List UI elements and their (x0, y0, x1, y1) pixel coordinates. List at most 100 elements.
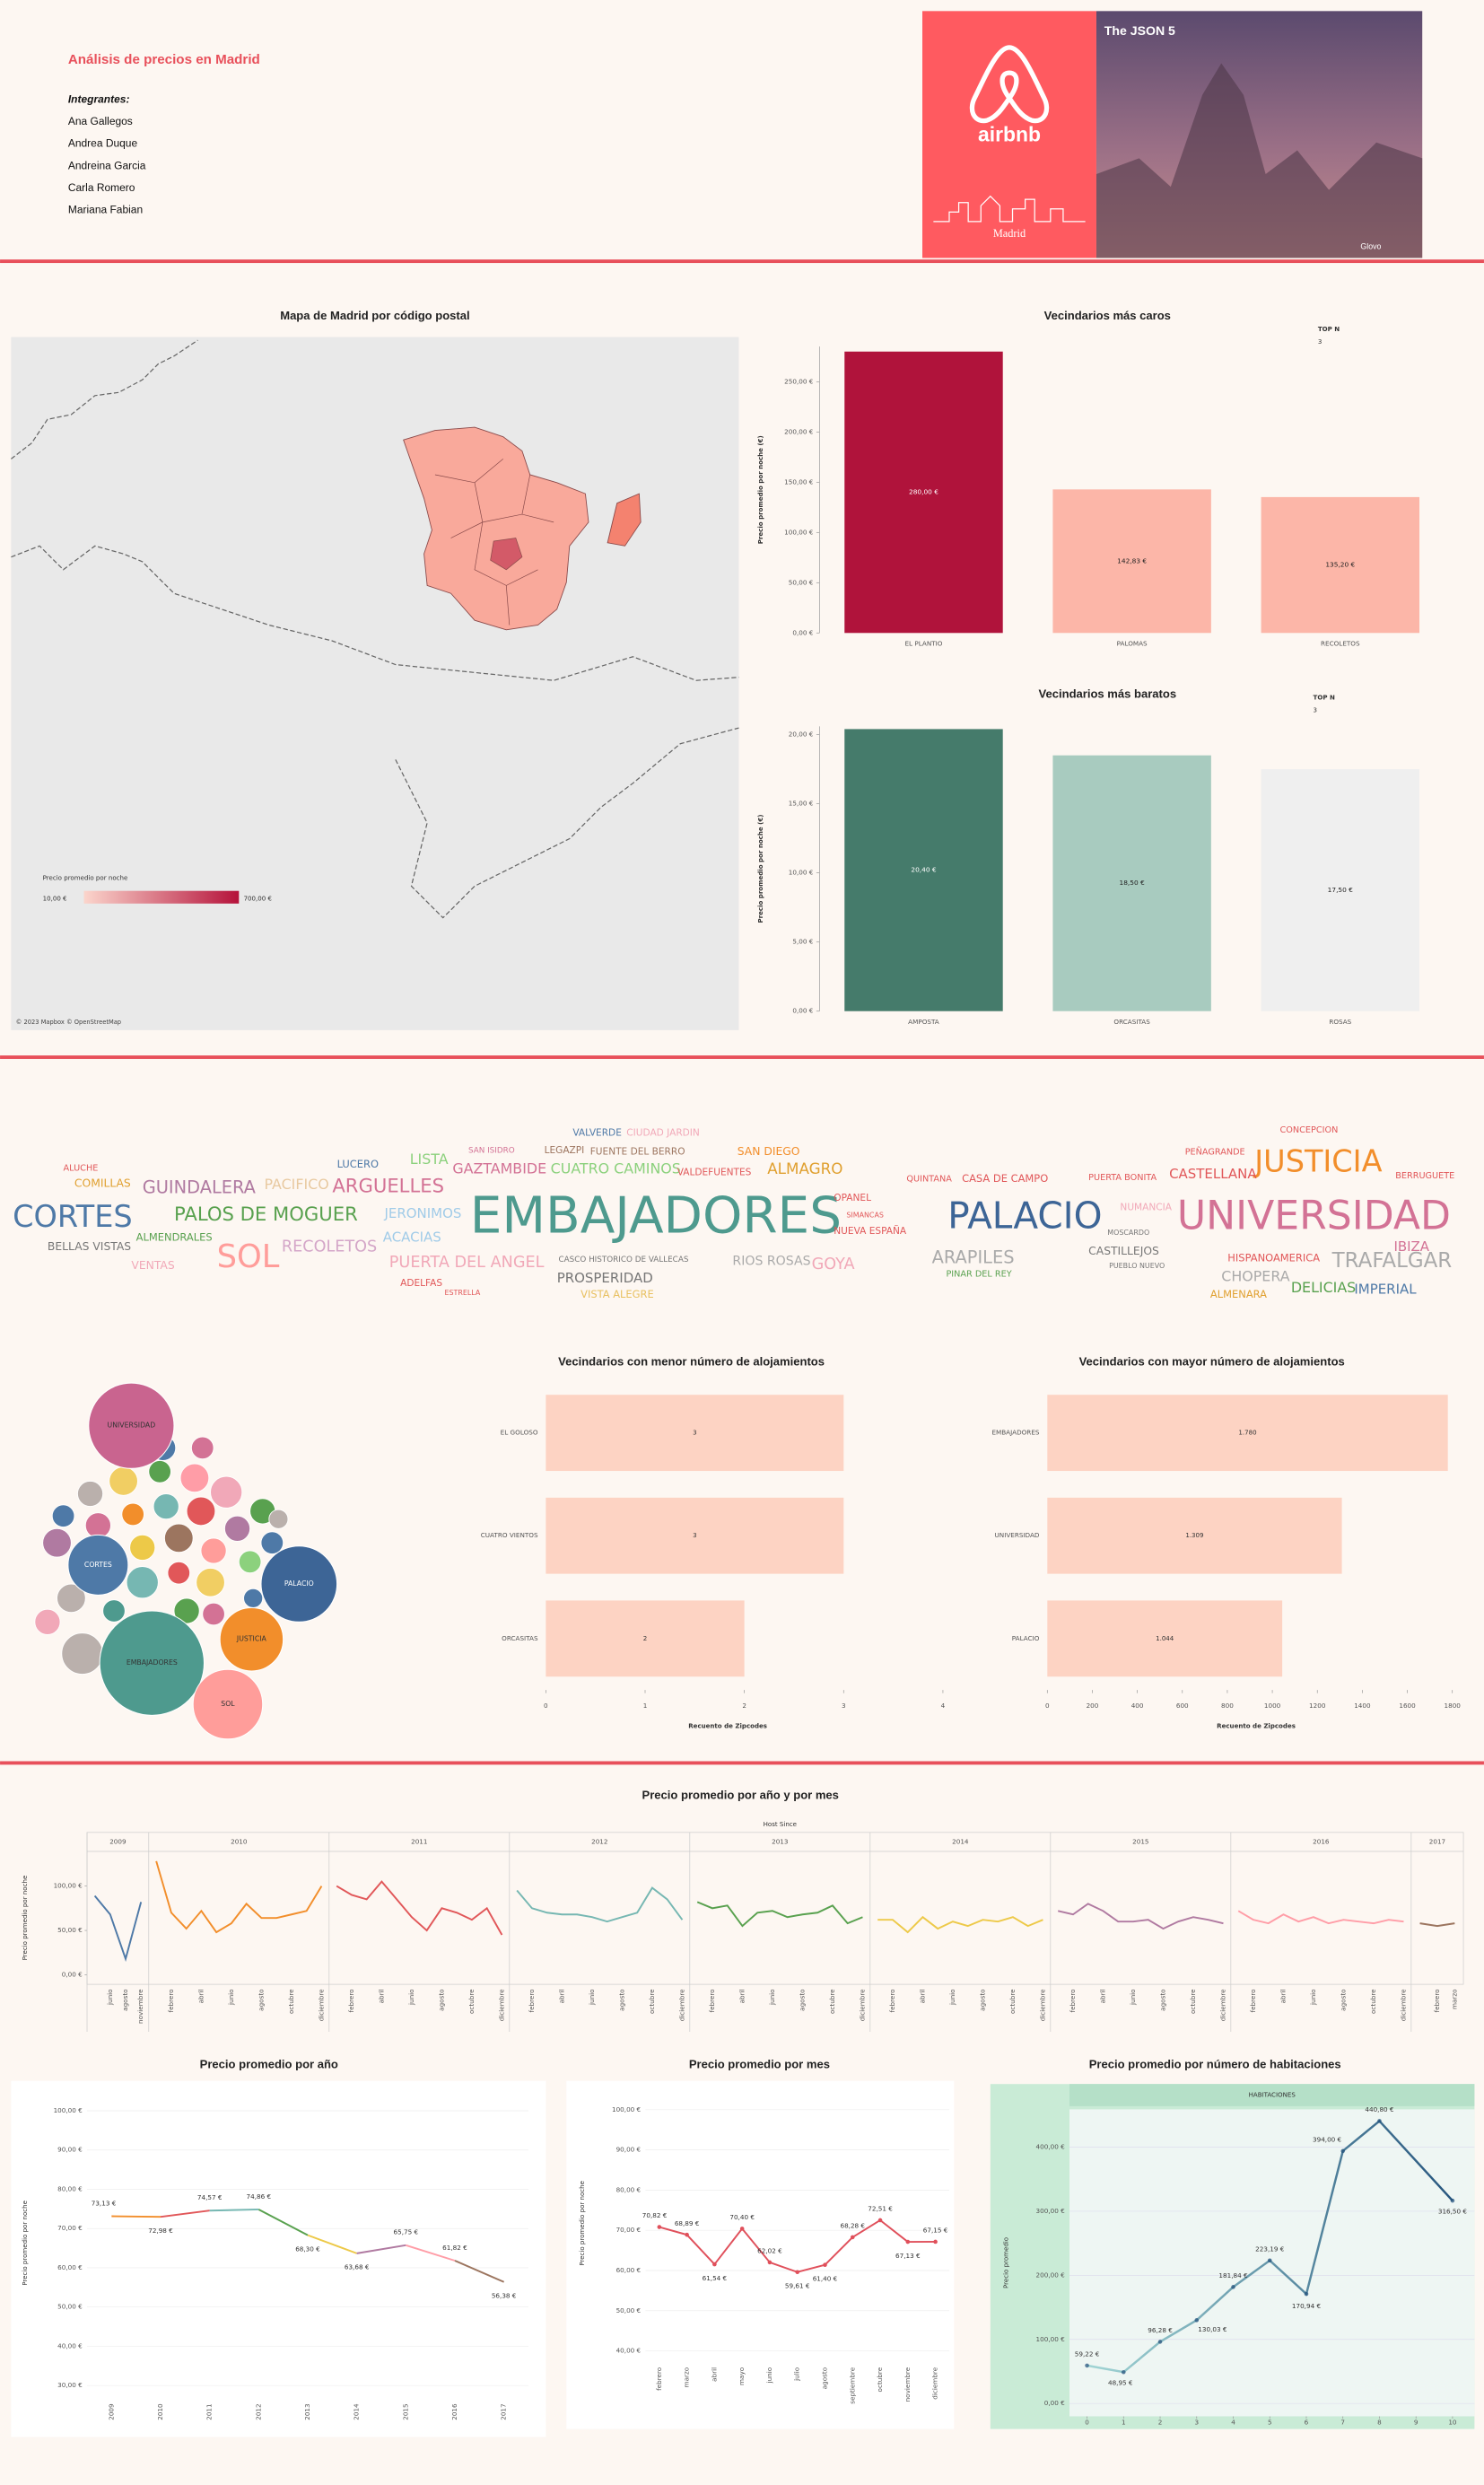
x-tick-label: abril (1279, 1989, 1287, 2003)
x-tick-label: EL PLANTIO (904, 640, 942, 648)
x-tick-label: 800 (1221, 1702, 1234, 1710)
bubble (61, 1632, 104, 1675)
line-segment (851, 2219, 881, 2238)
bubble (190, 1436, 214, 1460)
line (877, 1915, 1043, 1934)
x-tick-label: diciembre (1218, 1989, 1226, 2021)
word: PALACIO (947, 1194, 1102, 1238)
x-tick-label: abril (710, 2367, 718, 2382)
x-tick-label: 6 (1305, 2419, 1309, 2427)
panel-label: 2017 (1429, 1837, 1445, 1845)
x-tick-label: RECOLETOS (1321, 640, 1360, 648)
bubble (167, 1561, 191, 1585)
x-tick-label: febrero (528, 1989, 536, 2013)
bubble (268, 1509, 289, 1529)
bubble (51, 1504, 75, 1527)
line-segment (659, 2226, 687, 2236)
line (696, 1901, 863, 1928)
panel-header: HABITACIONES (1249, 2091, 1296, 2099)
y-tick-label: 90,00 € (616, 2146, 642, 2154)
point-label: 68,28 € (840, 2222, 865, 2230)
word: CONCEPCION (1280, 1125, 1339, 1135)
x-tick-label: diciembre (858, 1989, 866, 2021)
line-segment (356, 2244, 406, 2254)
bar (546, 1497, 844, 1574)
x-tick-label: agosto (437, 1989, 445, 2011)
point-label: 62,02 € (757, 2247, 782, 2255)
top-n-value: 3 (1318, 337, 1322, 346)
bar-value-label: 1.780 (1238, 1429, 1257, 1437)
x-tick-label: 3 (1194, 2419, 1199, 2427)
map-title: Mapa de Madrid por código postal (280, 309, 469, 322)
point-label: 74,57 € (197, 2193, 223, 2201)
zip-centre (490, 538, 523, 571)
line (1237, 1910, 1404, 1925)
word: MOSCARDO (1107, 1229, 1149, 1237)
bubble-label: EMBAJADORES (127, 1658, 178, 1667)
bubble (243, 1588, 264, 1608)
x-tick-label: octubre (1369, 1989, 1377, 2014)
x-tick-label: octubre (876, 2367, 884, 2392)
legend-title: Precio promedio por noche (43, 874, 128, 882)
legend-min: 10,00 € (43, 895, 67, 903)
bubble (88, 1382, 175, 1469)
x-tick-label: marzo (683, 2367, 691, 2387)
chart-title: Precio promedio por mes (689, 2057, 830, 2070)
bubble (210, 1475, 243, 1509)
bubble (102, 1599, 126, 1623)
line-segment (111, 2215, 161, 2218)
separator (0, 259, 1484, 264)
x-tick-label: noviembre (903, 2367, 912, 2402)
x-tick-label: diciembre (317, 1989, 325, 2021)
bubble-label: UNIVERSIDAD (108, 1422, 156, 1430)
word: VISTA ALEGRE (581, 1288, 654, 1300)
member: Andrea Duque (68, 137, 138, 150)
bar-value-label: 1.044 (1156, 1634, 1174, 1642)
word: PUERTA BONITA (1088, 1173, 1157, 1183)
bubble (260, 1545, 338, 1623)
point-label: 68,89 € (675, 2219, 700, 2227)
y-tick-label: 30,00 € (57, 2381, 83, 2389)
word: PROSPERIDAD (557, 1270, 653, 1286)
x-tick-label: octubre (1008, 1989, 1017, 2014)
map-borders (11, 339, 739, 919)
y-axis-label: Precio promedio (1001, 2237, 1009, 2288)
x-tick-label: 1600 (1399, 1702, 1416, 1710)
point-label: 72,98 € (148, 2227, 173, 2235)
word: PALOS DE MOGUER (174, 1203, 358, 1225)
top-n-label: TOP N (1318, 325, 1340, 333)
line (155, 1860, 323, 1934)
word: BELLAS VISTAS (48, 1240, 131, 1253)
legend-max: 700,00 € (244, 895, 273, 903)
bar (1047, 1497, 1342, 1574)
x-tick-label: ROSAS (1329, 1018, 1351, 1026)
x-tick-label: junio (407, 1989, 415, 2006)
word: ALMENARA (1210, 1288, 1267, 1300)
y-tick-label: 40,00 € (616, 2347, 642, 2355)
airbnb-logo (969, 45, 1050, 124)
line-segment (406, 2244, 456, 2262)
x-tick-label: ORCASITAS (1113, 1018, 1150, 1026)
point-label: 61,40 € (813, 2275, 838, 2283)
word: JUSTICIA (1253, 1143, 1382, 1178)
x-tick-label: 1800 (1445, 1702, 1462, 1710)
separator (0, 1761, 1484, 1765)
bar-value-label: 1.309 (1185, 1531, 1203, 1539)
y-tick-label: 70,00 € (57, 2224, 83, 2232)
word: ESTRELLA (445, 1289, 481, 1297)
x-tick-label: 2014 (353, 2403, 361, 2420)
word: CUATRO CAMINOS (551, 1160, 681, 1177)
word: LISTA (410, 1151, 449, 1168)
word: ARGUELLES (332, 1174, 444, 1196)
point (1157, 2340, 1163, 2344)
x-tick-label: 1200 (1309, 1702, 1326, 1710)
x-tick-label: abril (557, 1989, 565, 2003)
line-segment (797, 2263, 825, 2273)
y-axis-label: Precio promedio por noche (€) (756, 815, 764, 923)
x-tick-label: 5 (1268, 2419, 1272, 2427)
y-tick-label: 200,00 € (784, 427, 814, 435)
bubble (42, 1527, 72, 1558)
point (1194, 2318, 1200, 2323)
bubble (121, 1502, 144, 1527)
